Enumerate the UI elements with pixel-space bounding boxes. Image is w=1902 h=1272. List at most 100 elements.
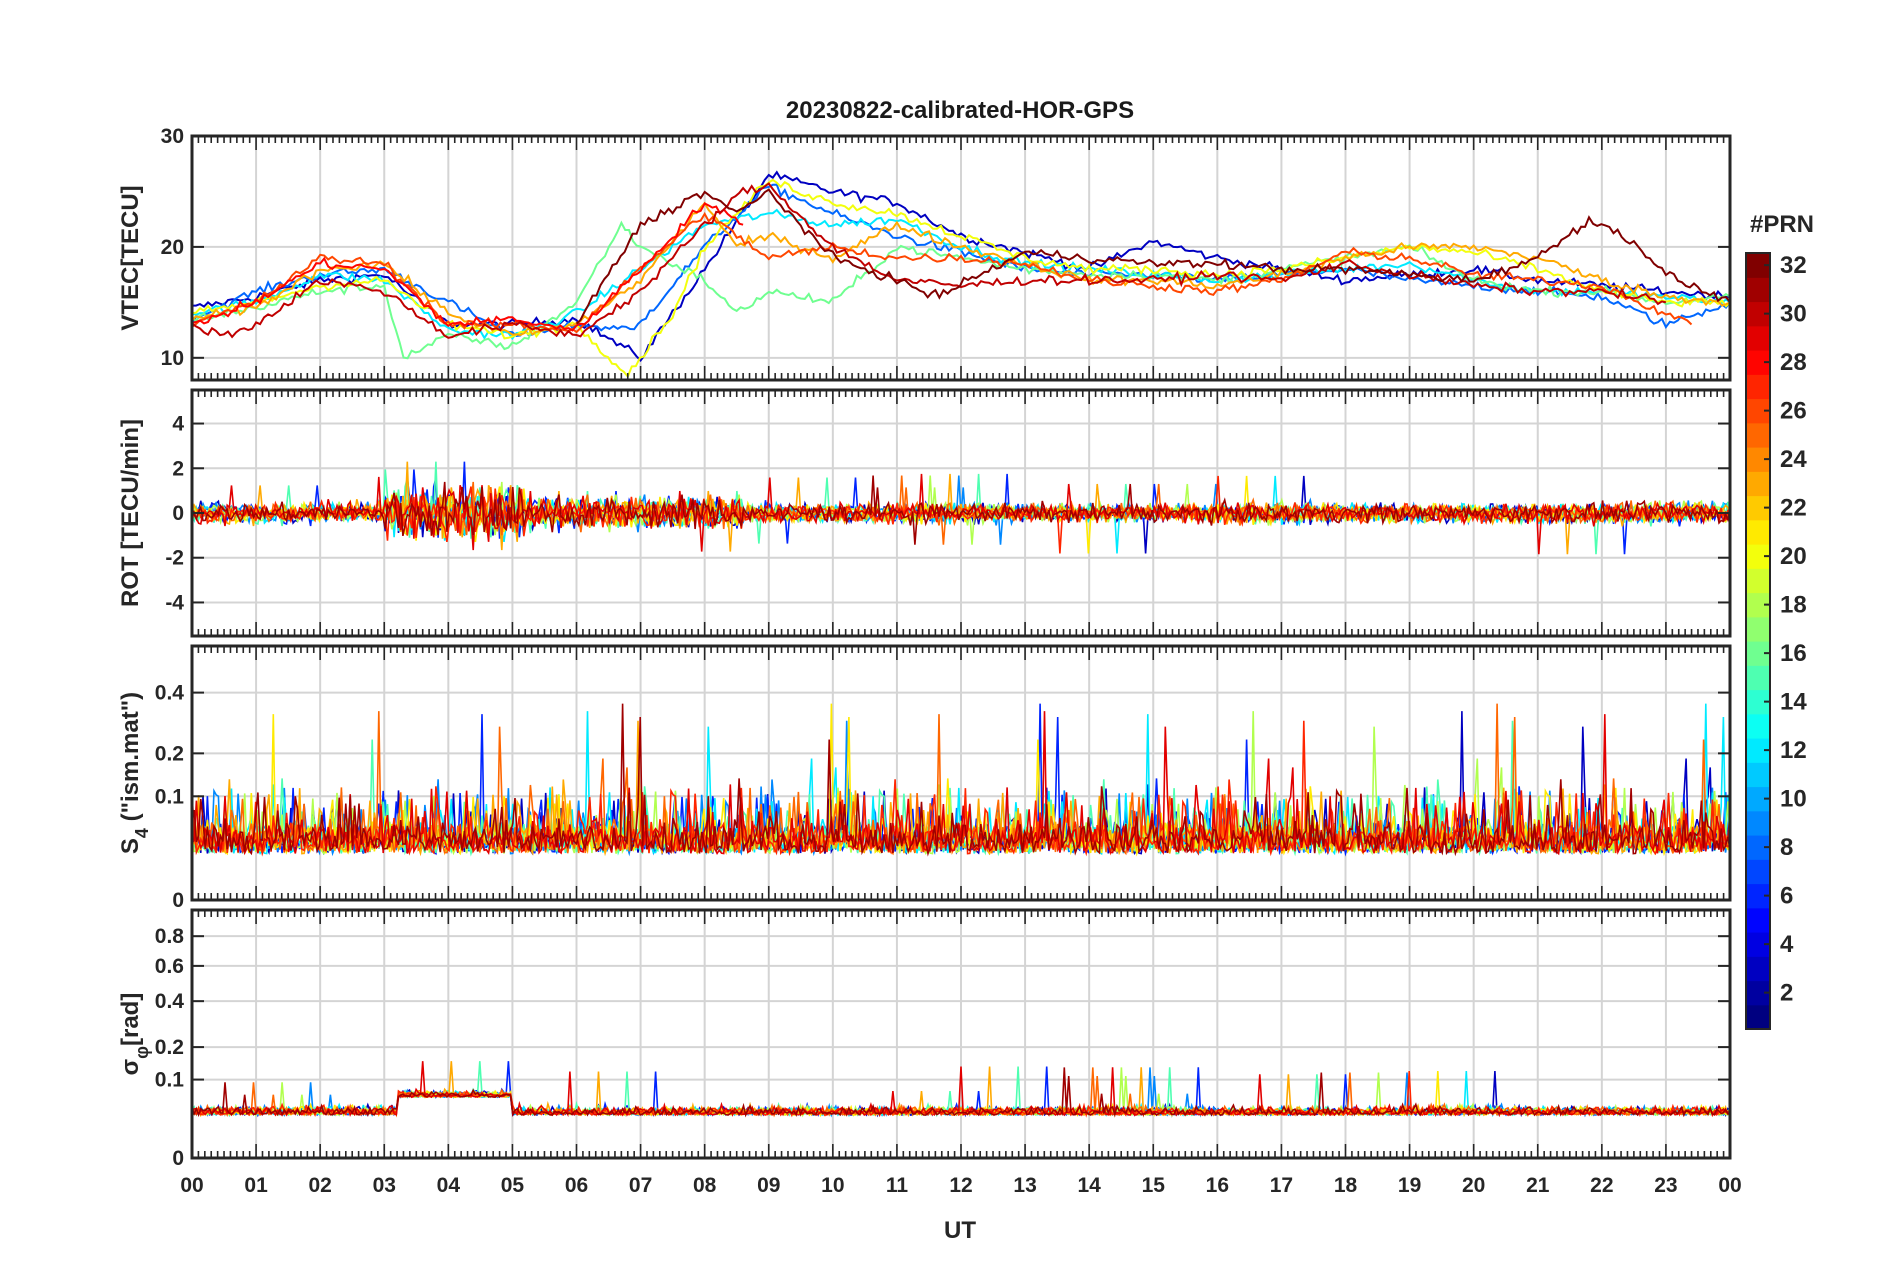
x-tick-label: 07 [629,1174,652,1197]
ticks-sigma_phi: 0 0.1 0.2 0.4 0.6 0.8 [155,910,1731,1170]
colorbar-swatch [1746,471,1770,497]
colorbar-swatch [1746,859,1770,885]
x-tick-label: 00 [1718,1174,1741,1197]
y-tick-label: -4 [165,591,184,614]
colorbar-swatch [1746,810,1770,836]
colorbar-tick-label: 26 [1780,398,1807,425]
colorbar-tick-label: 24 [1780,446,1807,473]
x-tick-label: 08 [693,1174,717,1197]
y-label-main: σ [117,1059,144,1075]
colorbar-swatch [1746,519,1770,545]
x-tick-label: 12 [949,1174,972,1197]
colorbar-title: #PRN [1750,211,1814,238]
x-tick-label: 16 [1206,1174,1229,1197]
colorbar-tick-label: 6 [1780,883,1793,910]
x-tick-label: 22 [1590,1174,1613,1197]
vtec-line-prn-20 [191,178,1731,379]
chart-title: 20230822-calibrated-HOR-GPS [786,97,1134,124]
y-label-rest: [rad] [117,993,144,1046]
grid-s4 [192,646,1730,900]
colorbar-tick-label: 16 [1780,640,1807,667]
x-tick-label: 17 [1270,1174,1293,1197]
panel-vtec: 10 20 30 VTEC[TECU] [117,125,1732,382]
colorbar-swatch [1746,568,1770,594]
x-tick-label: 05 [501,1174,525,1197]
y-tick-label: 0.4 [155,682,185,705]
y-tick-label: 0 [172,889,184,912]
x-tick-label: 13 [1013,1174,1036,1197]
vtec-line-prn-28 [191,202,744,332]
x-tick-label: 03 [373,1174,396,1197]
y-tick-label: 0 [172,502,184,525]
x-tick-label: 20 [1462,1174,1485,1197]
ticks-s4: 0 0.1 0.2 0.4 [155,646,1731,912]
y-tick-label: 20 [161,236,184,259]
ticks-rot: -4 -2 0 2 4 [165,390,1731,636]
colorbar-swatch [1746,277,1770,303]
colorbar-tick-label: 18 [1780,592,1807,619]
panel-sigma_phi: 0 0.1 0.2 0.4 0.6 0.8 σφ[rad] [117,908,1732,1170]
x-axis-label: UT [944,1217,976,1244]
y-tick-label: 0.1 [155,785,185,808]
colorbar-tick-label: 4 [1780,931,1794,958]
colorbar-tick-label: 8 [1780,834,1793,861]
colorbar-swatch [1746,713,1770,739]
y-tick-label: 0.6 [155,955,184,978]
vtec-line-prn-26 [191,211,1693,334]
colorbar-swatch [1746,907,1770,933]
y-axis-label-vtec: VTEC[TECU] [117,185,144,330]
y-tick-label: 0.1 [155,1069,185,1092]
y-tick-label: 10 [161,347,184,370]
x-tick-label: 10 [821,1174,844,1197]
colorbar-tick-label: 14 [1780,689,1807,716]
panel-s4: 00.10.20.4S4 ("ism.mat") [117,644,1732,912]
x-tick-label: 00 [180,1174,203,1197]
y-axis-label-sigma_phi: σφ[rad] [117,993,152,1076]
y-axis-label-s4: S4 ("ism.mat") [117,692,152,854]
x-tick-label: 21 [1526,1174,1550,1197]
colorbar-frame [1745,252,1771,1030]
x-tick-label: 19 [1398,1174,1421,1197]
x-tick-label: 15 [1142,1174,1166,1197]
x-tick-label: 04 [437,1174,461,1197]
colorbar-tick-label: 12 [1780,737,1807,764]
y-label-main: S [117,838,144,854]
vtec-line-prn-32 [575,188,1731,325]
x-tick-label: 02 [308,1174,331,1197]
colorbar-swatch [1746,762,1770,788]
y-label-sub: 4 [132,828,152,838]
colorbar-swatch [1746,616,1770,642]
x-tick-label: 01 [244,1174,268,1197]
y-label-sub: φ [132,1046,152,1059]
y-tick-label: 0.2 [155,742,184,765]
colorbar-swatch [1746,325,1770,351]
grid-sigma_phi [192,910,1730,1158]
colorbar-swatches [1746,253,1770,1030]
s4-line-prn-31 [191,703,1731,857]
y-tick-label: 4 [172,413,184,436]
series-sigma_phi [191,1061,1731,1118]
colorbar-swatch [1746,422,1770,448]
colorbar-tick-label: 20 [1780,543,1807,570]
panel-rot: -4 -2 0 2 4 ROT [TECU/min] [117,388,1732,638]
colorbar-swatch [1746,1004,1770,1030]
y-tick-label: -2 [165,547,184,570]
x-tick-label: 11 [886,1174,909,1197]
rot-line-prn-31 [191,475,1731,545]
series-vtec [191,170,1731,379]
y-tick-label: 30 [161,125,184,148]
colorbar-tick-label: 22 [1780,495,1807,522]
y-tick-label: 2 [172,457,184,480]
vtec-line-prn-30 [191,182,1667,339]
colorbar-tick-label: 28 [1780,349,1807,376]
y-tick-label: 0.2 [155,1036,184,1059]
colorbar-swatch [1746,665,1770,691]
x-tick-label: 23 [1654,1174,1677,1197]
colorbar-tick-label: 30 [1780,301,1807,328]
x-tick-label: 18 [1334,1174,1358,1197]
y-label-rest: ("ism.mat") [117,692,144,828]
